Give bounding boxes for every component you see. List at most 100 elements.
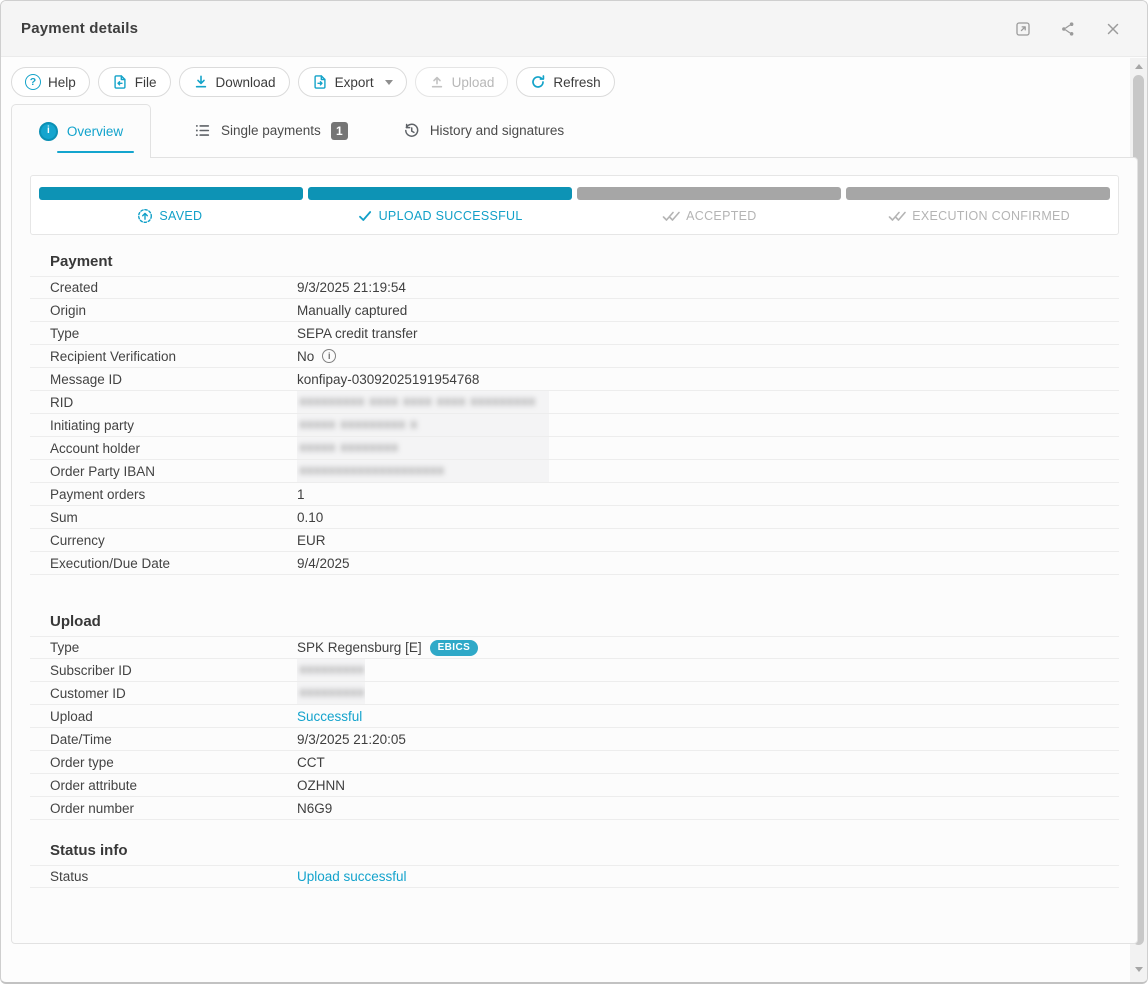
row-label: Order Party IBAN [50,463,156,479]
refresh-icon [530,74,546,90]
row-value-redacted: xxxxxxxxx xxxx xxxx xxxx xxxxxxxxx [297,391,549,413]
row-label: Created [50,280,99,295]
row-value-text: No [297,348,315,364]
open-in-popup-icon[interactable] [1015,21,1031,37]
row-value: SEPA credit transfer [297,325,418,341]
row-label: Subscriber ID [50,662,132,678]
tab-single-payments-label: Single payments [221,123,321,138]
row-label: Currency [50,532,105,548]
row-label: Recipient Verification [50,348,177,364]
table-row: Recipient Verification No i [30,345,1119,368]
section-payment: Payment Created 9/3/2025 21:19:54 Origin… [30,253,1119,575]
table-row: Type SPK Regensburg [E] EBICS [30,636,1119,659]
row-value: 9/4/2025 [297,555,350,571]
refresh-button[interactable]: Refresh [516,67,615,97]
tab-bar: i Overview Single payments 1 [1,103,1147,158]
section-title: Upload [50,613,101,630]
tab-overview[interactable]: i Overview [11,103,151,158]
row-label: Status [50,869,89,884]
table-row: Date/Time 9/3/2025 21:20:05 [30,728,1119,751]
section-title: Payment [50,253,113,270]
row-value: konfipay-03092025191954768 [297,371,480,387]
row-label: Origin [50,302,87,318]
single-payments-count-badge: 1 [330,121,348,140]
saved-circle-arrow-icon [137,208,153,224]
row-value: 1 [297,486,305,502]
row-label: Upload [50,708,93,724]
row-value-redacted: xxxxxxxxx [297,682,365,704]
payment-rows: Created 9/3/2025 21:19:54 Origin Manuall… [30,276,1119,575]
info-tooltip-icon[interactable]: i [322,349,337,363]
file-button[interactable]: File [97,67,171,97]
row-value-redacted: xxxxx xxxxxxxx [297,437,549,459]
table-row: Payment orders 1 [30,483,1119,506]
row-value: 0.10 [297,509,324,525]
section-status-info: Status info Status Upload successful [30,842,1119,888]
status-tracker: SAVED UPLOAD SUCCESSFUL [30,175,1119,235]
scrollbar-up-arrow-icon[interactable] [1134,64,1143,69]
toolbar: ? Help File Download [11,67,1147,97]
row-value: 9/3/2025 21:19:54 [297,280,406,295]
tracker-step-label: EXECUTION CONFIRMED [912,209,1071,223]
ebics-badge: EBICS [429,639,479,656]
titlebar-icons [1015,21,1121,37]
status-value: Upload successful [297,869,407,884]
history-clock-icon [403,122,420,139]
help-circle-icon: ? [25,74,41,90]
row-label: Type [50,640,80,655]
table-row: Created 9/3/2025 21:19:54 [30,276,1119,299]
tab-history-label: History and signatures [429,123,565,138]
row-label: Payment orders [50,486,146,502]
download-icon [193,74,209,90]
scrollbar-down-arrow-icon[interactable] [1134,967,1143,972]
list-icon [194,122,211,139]
table-row: Order type CCT [30,751,1119,774]
share-icon[interactable] [1060,21,1076,37]
tab-single-payments[interactable]: Single payments 1 [182,104,360,157]
check-icon [357,208,373,224]
row-label: Sum [50,509,78,525]
row-value: N6G9 [297,800,333,816]
table-row: Currency EUR [30,529,1119,552]
table-row: Order Party IBAN xxxxxxxxxxxxxxxxxxxx [30,460,1119,483]
table-row: Subscriber ID xxxxxxxxx [30,659,1119,682]
row-value: EUR [297,532,326,548]
row-value-redacted: xxxxxxxxxxxxxxxxxxxx [297,460,549,482]
table-row: Status Upload successful [30,865,1119,888]
tracker-step-execution-confirmed: EXECUTION CONFIRMED [844,208,1114,224]
table-row: Execution/Due Date 9/4/2025 [30,552,1119,575]
table-row: Order attribute OZHNN [30,774,1119,797]
row-value: Manually captured [297,302,408,318]
double-check-icon [662,209,680,223]
table-row: Account holder xxxxx xxxxxxxx [30,437,1119,460]
upload-status-value: Successful [297,708,363,724]
tracker-step-label: SAVED [159,209,203,223]
row-value-redacted: xxxxxxxxx [297,659,365,681]
section-upload: Upload Type SPK Regensburg [E] EBICS Sub… [30,613,1119,820]
tracker-labels: SAVED UPLOAD SUCCESSFUL [35,208,1114,224]
table-row: RID xxxxxxxxx xxxx xxxx xxxx xxxxxxxxx [30,391,1119,414]
status-rows: Status Upload successful [30,865,1119,888]
tab-history-and-signatures[interactable]: History and signatures [391,104,576,157]
row-label: RID [50,394,74,410]
chevron-down-icon [384,79,393,85]
table-row: Initiating party xxxxx xxxxxxxxx x [30,414,1119,437]
export-button[interactable]: Export [297,67,407,97]
file-label: File [134,74,157,90]
close-icon[interactable] [1105,21,1121,37]
table-row: Customer ID xxxxxxxxx [30,682,1119,705]
upload-rows: Type SPK Regensburg [E] EBICS Subscriber… [30,636,1119,820]
help-button[interactable]: ? Help [11,67,90,97]
scrollbar-thumb[interactable] [1133,75,1144,945]
row-label: Type [50,325,80,341]
upload-button[interactable]: Upload [414,67,509,97]
row-value-redacted: xxxxx xxxxxxxxx x [297,414,549,436]
section-title: Status info [50,842,128,859]
row-label: Date/Time [50,731,112,747]
row-label: Execution/Due Date [50,555,171,571]
download-button[interactable]: Download [178,67,290,97]
tracker-step-saved: SAVED [35,208,305,224]
tracker-step-label: UPLOAD SUCCESSFUL [378,209,523,223]
tracker-step-accepted: ACCEPTED [575,208,845,224]
